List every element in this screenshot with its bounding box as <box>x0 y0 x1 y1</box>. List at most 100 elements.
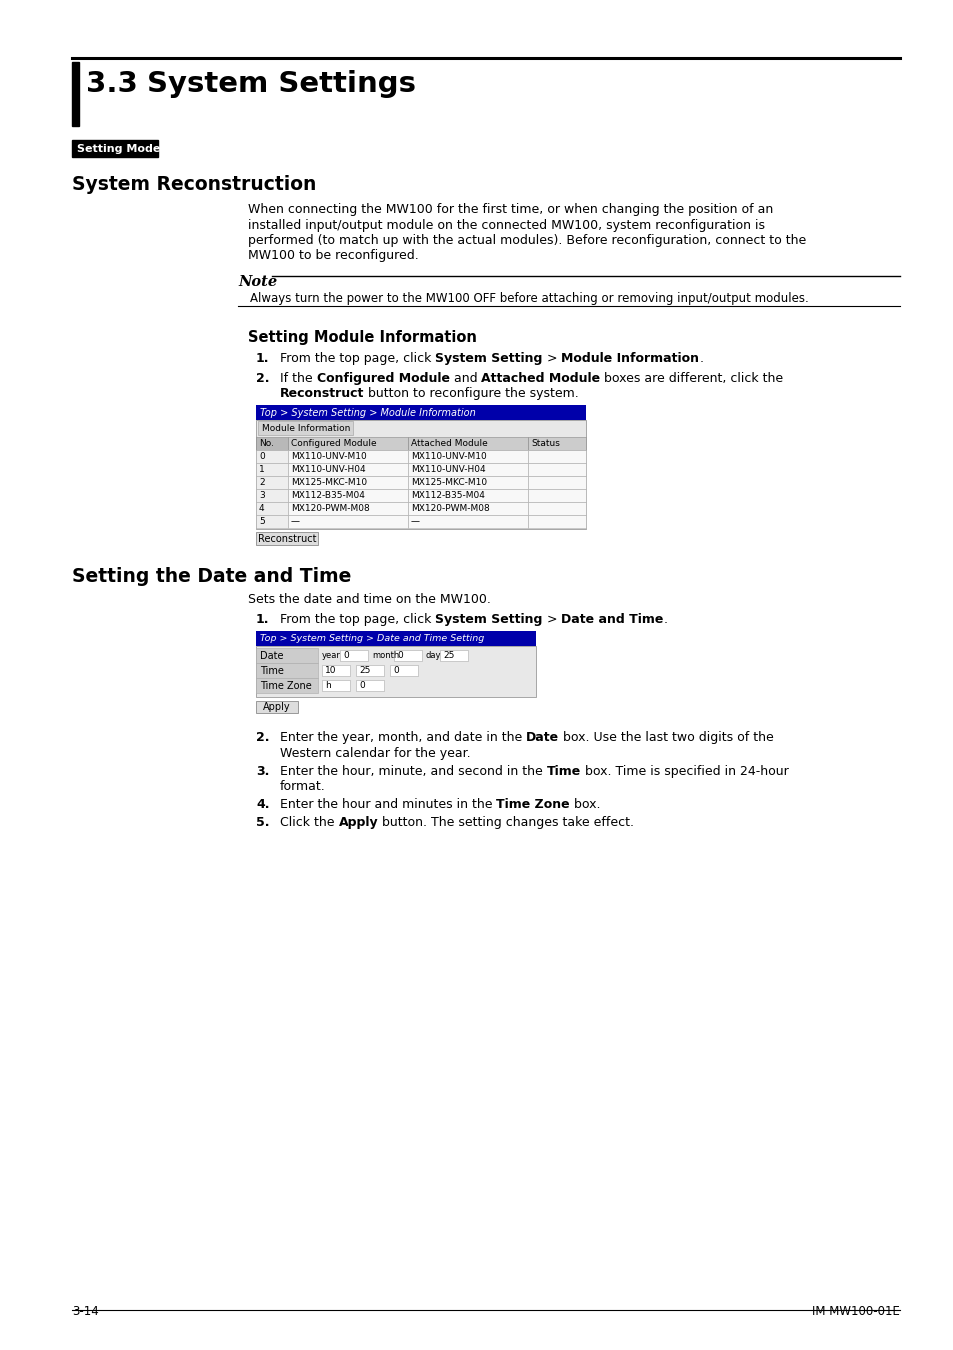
Bar <box>288 437 408 451</box>
Text: MX125-MKC-M10: MX125-MKC-M10 <box>411 478 487 487</box>
Text: 1: 1 <box>258 466 265 474</box>
Text: 2.: 2. <box>255 373 269 385</box>
Text: installed input/output module on the connected MW100, system reconfiguration is: installed input/output module on the con… <box>248 219 764 231</box>
Text: 0: 0 <box>258 452 265 462</box>
Bar <box>288 463 408 477</box>
Text: Setting Mode: Setting Mode <box>77 143 160 154</box>
Bar <box>255 451 288 463</box>
Text: Time: Time <box>260 666 284 676</box>
Text: System Setting: System Setting <box>435 613 542 626</box>
Text: Top > System Setting > Module Information: Top > System Setting > Module Informatio… <box>260 408 476 418</box>
Text: >: > <box>542 352 560 365</box>
Text: MX110-UNV-H04: MX110-UNV-H04 <box>411 466 485 474</box>
Text: MX112-B35-M04: MX112-B35-M04 <box>291 491 364 501</box>
Bar <box>408 463 527 477</box>
Text: 0: 0 <box>343 652 349 660</box>
Bar <box>255 502 288 516</box>
Bar <box>255 405 585 420</box>
Bar <box>527 477 585 490</box>
Text: 3-14: 3-14 <box>71 1305 99 1318</box>
Text: day: day <box>426 652 441 660</box>
Text: .: . <box>699 352 702 365</box>
Text: 5.: 5. <box>255 817 269 829</box>
Bar <box>255 516 288 528</box>
Bar <box>527 451 585 463</box>
Text: Top > System Setting > Date and Time Setting: Top > System Setting > Date and Time Set… <box>260 634 484 644</box>
Bar <box>527 437 585 451</box>
Bar <box>408 451 527 463</box>
Bar <box>394 651 421 661</box>
Bar <box>255 679 317 694</box>
Text: >: > <box>542 613 560 626</box>
Text: Time Zone: Time Zone <box>260 680 312 691</box>
Text: MX120-PWM-M08: MX120-PWM-M08 <box>411 505 489 513</box>
Text: 4: 4 <box>258 505 264 513</box>
Bar <box>71 62 79 126</box>
Text: If the: If the <box>280 373 316 385</box>
Text: Attached Module: Attached Module <box>480 373 599 385</box>
Text: year: year <box>322 652 340 660</box>
Bar <box>255 647 536 698</box>
Text: and: and <box>449 373 480 385</box>
Text: performed (to match up with the actual modules). Before reconfiguration, connect: performed (to match up with the actual m… <box>248 234 805 247</box>
Text: Configured Module: Configured Module <box>291 440 376 448</box>
Text: Date: Date <box>260 651 283 661</box>
Text: 3: 3 <box>258 491 265 501</box>
Text: box. Use the last two digits of the: box. Use the last two digits of the <box>558 732 773 744</box>
Text: box.: box. <box>570 798 600 811</box>
Bar <box>408 477 527 490</box>
Bar <box>288 516 408 528</box>
Bar <box>408 437 527 451</box>
Text: boxes are different, click the: boxes are different, click the <box>599 373 782 385</box>
Text: When connecting the MW100 for the first time, or when changing the position of a: When connecting the MW100 for the first … <box>248 202 773 216</box>
Text: 0: 0 <box>358 682 364 690</box>
Text: System Setting: System Setting <box>435 352 542 365</box>
Text: 10: 10 <box>325 667 336 675</box>
Text: Time: Time <box>546 765 580 778</box>
Bar <box>408 516 527 528</box>
Text: 4.: 4. <box>255 798 269 811</box>
Text: Attached Module: Attached Module <box>411 440 487 448</box>
Text: .: . <box>663 613 667 626</box>
Text: Date: Date <box>526 732 558 744</box>
Text: button. The setting changes take effect.: button. The setting changes take effect. <box>377 817 634 829</box>
Text: 1.: 1. <box>255 613 269 626</box>
Bar <box>71 140 158 157</box>
Text: Always turn the power to the MW100 OFF before attaching or removing input/output: Always turn the power to the MW100 OFF b… <box>250 292 808 305</box>
Text: box. Time is specified in 24-hour: box. Time is specified in 24-hour <box>580 765 788 778</box>
Bar <box>527 516 585 528</box>
Text: 3.3: 3.3 <box>86 70 138 99</box>
Bar <box>255 477 288 490</box>
Text: MX125-MKC-M10: MX125-MKC-M10 <box>291 478 367 487</box>
Text: Reconstruct: Reconstruct <box>257 535 315 544</box>
Text: 25: 25 <box>358 667 370 675</box>
Bar <box>355 680 384 691</box>
Text: 5: 5 <box>258 517 265 526</box>
Text: MW100 to be reconfigured.: MW100 to be reconfigured. <box>248 250 418 262</box>
Bar <box>255 663 317 679</box>
Bar <box>408 490 527 502</box>
Bar <box>288 490 408 502</box>
Text: h: h <box>325 682 331 690</box>
Text: Reconstruct: Reconstruct <box>280 387 364 401</box>
Text: month: month <box>372 652 399 660</box>
Bar <box>255 702 297 714</box>
Text: Setting the Date and Time: Setting the Date and Time <box>71 567 351 586</box>
Bar <box>255 420 585 529</box>
Bar <box>355 666 384 676</box>
Bar <box>255 437 288 451</box>
Text: System Settings: System Settings <box>147 70 416 99</box>
Bar <box>527 490 585 502</box>
Bar <box>255 490 288 502</box>
Bar <box>527 502 585 516</box>
Bar <box>288 451 408 463</box>
Text: MX120-PWM-M08: MX120-PWM-M08 <box>291 505 370 513</box>
Text: Setting Module Information: Setting Module Information <box>248 329 476 346</box>
Text: MX110-UNV-M10: MX110-UNV-M10 <box>411 452 486 462</box>
Text: Click the: Click the <box>280 817 338 829</box>
Text: Configured Module: Configured Module <box>316 373 449 385</box>
Text: 0: 0 <box>393 667 398 675</box>
Text: Note: Note <box>237 275 276 289</box>
Text: Apply: Apply <box>338 817 377 829</box>
Bar <box>339 651 368 661</box>
